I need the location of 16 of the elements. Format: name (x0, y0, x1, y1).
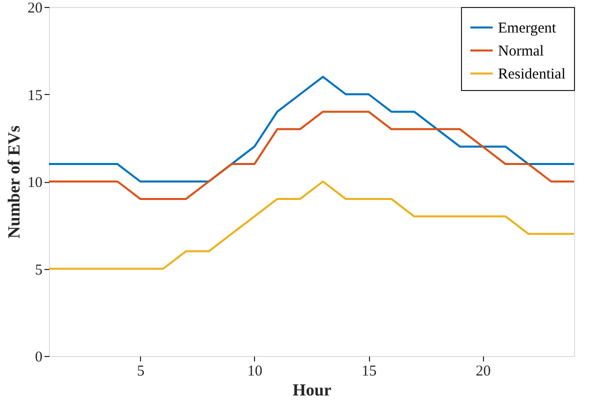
y-tick-label: 10 (28, 175, 42, 191)
x-tick-label: 10 (247, 364, 262, 380)
y-tick-label: 0 (35, 350, 42, 366)
line-series (48, 180, 575, 270)
legend-label: Emergent (498, 20, 557, 36)
legend-label: Normal (498, 44, 544, 60)
x-tick-label: 20 (476, 364, 491, 380)
y-tick-label: 5 (35, 262, 42, 278)
legend-label: Residential (498, 66, 566, 82)
x-tick-label: 5 (137, 364, 145, 380)
y-tick-label: 20 (28, 0, 42, 16)
y-tick-label: 15 (28, 88, 42, 104)
x-tick-label: 15 (362, 364, 377, 380)
line-series (48, 110, 575, 200)
y-axis-title: Number of EVs (4, 125, 24, 239)
x-axis-title: Hour (292, 380, 332, 400)
